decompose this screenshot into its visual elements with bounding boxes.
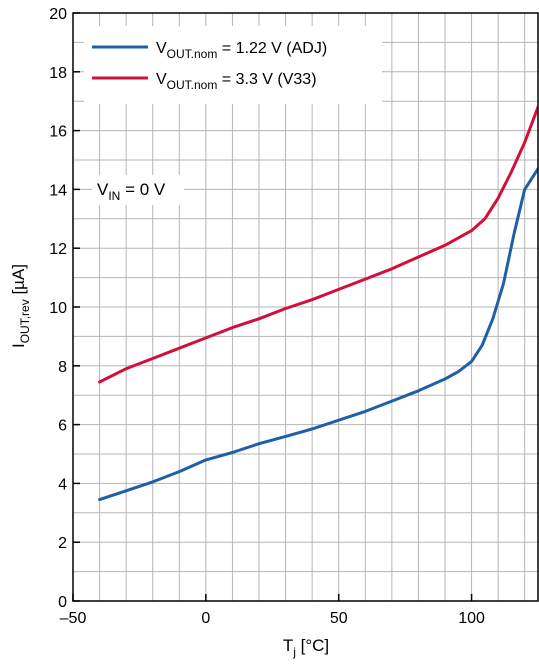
y-tick-label: 10 bbox=[49, 300, 67, 317]
y-tick-label: 0 bbox=[58, 594, 67, 611]
annotation-vin: VIN = 0 V bbox=[97, 180, 166, 203]
y-tick-label: 2 bbox=[58, 535, 67, 552]
y-axis-label-rest: [µA] bbox=[9, 264, 28, 299]
y-tick-label: 16 bbox=[49, 124, 67, 141]
y-axis-label-sub: OUT,rev bbox=[18, 299, 32, 343]
y-tick-label: 14 bbox=[49, 182, 67, 199]
legend-label-adj-rest: = 1.22 V (ADJ) bbox=[217, 40, 327, 57]
legend-background bbox=[84, 26, 382, 104]
series-line-v33 bbox=[98, 105, 538, 384]
legend-label-v33-rest: = 3.3 V (V33) bbox=[217, 71, 316, 88]
legend-label-adj-main: V bbox=[156, 40, 167, 57]
y-tick-label: 6 bbox=[58, 418, 67, 435]
x-tick-label: –50 bbox=[60, 610, 87, 627]
x-axis-label-rest: [°C] bbox=[296, 636, 329, 655]
y-tick-label: 12 bbox=[49, 241, 67, 258]
legend-label-adj: VOUT.nom = 1.22 V (ADJ) bbox=[156, 40, 327, 61]
legend-label-v33-sub: OUT.nom bbox=[167, 78, 218, 92]
x-axis-label: Tj [°C] bbox=[283, 636, 329, 659]
x-axis-label-sub: j bbox=[292, 645, 296, 659]
annotation-vin-main: V bbox=[97, 180, 109, 199]
x-tick-label: 100 bbox=[458, 610, 485, 627]
y-tick-label: 20 bbox=[49, 6, 67, 23]
legend-label-v33-main: V bbox=[156, 71, 167, 88]
annotation-vin-sub: IN bbox=[108, 189, 120, 203]
series-lines bbox=[98, 105, 538, 502]
legend: VOUT.nom = 1.22 V (ADJ) VOUT.nom = 3.3 V… bbox=[84, 26, 382, 104]
y-tick-label: 18 bbox=[49, 65, 67, 82]
grid bbox=[73, 13, 538, 601]
annotation-background bbox=[92, 175, 184, 205]
y-tick-label: 4 bbox=[58, 476, 67, 493]
legend-label-v33: VOUT.nom = 3.3 V (V33) bbox=[156, 71, 317, 92]
x-tick-label: 0 bbox=[201, 610, 210, 627]
y-axis-label: IOUT,rev [µA] bbox=[9, 264, 32, 348]
legend-label-adj-sub: OUT.nom bbox=[167, 47, 218, 61]
plot-frame bbox=[72, 12, 539, 602]
x-tick-label: 50 bbox=[330, 610, 348, 627]
y-tick-label: 8 bbox=[58, 359, 67, 376]
x-axis-label-main: T bbox=[283, 636, 293, 655]
y-axis-label-main: I bbox=[9, 343, 28, 348]
series-line-adj bbox=[98, 167, 538, 502]
annotation-vin-rest: = 0 V bbox=[120, 180, 166, 199]
